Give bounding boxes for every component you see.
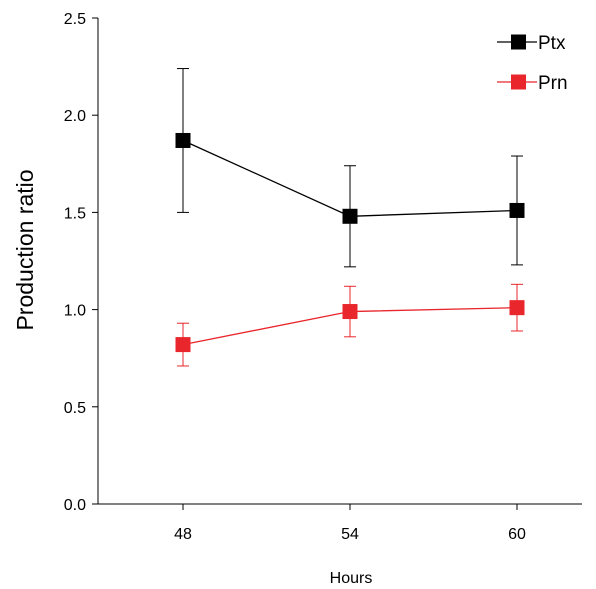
data-point bbox=[509, 202, 525, 218]
y-tick-label: 1.5 bbox=[64, 205, 86, 222]
legend-label: Prn bbox=[538, 73, 568, 94]
series-layer bbox=[175, 68, 525, 367]
y-tick-label: 0.0 bbox=[64, 497, 86, 514]
y-tick-label: 2.0 bbox=[64, 108, 86, 125]
series-prn bbox=[175, 283, 525, 367]
legend-item-ptx: Ptx bbox=[497, 33, 566, 54]
x-tick-label: 48 bbox=[174, 526, 192, 543]
y-tick-label: 2.5 bbox=[64, 11, 86, 28]
x-axis-ticks: 48 54 60 bbox=[174, 504, 526, 543]
legend-marker bbox=[511, 34, 526, 50]
y-tick-label: 1.0 bbox=[64, 303, 86, 320]
series-ptx bbox=[175, 68, 525, 268]
data-point bbox=[342, 304, 358, 320]
y-tick-label: 0.5 bbox=[64, 400, 86, 417]
x-tick-label: 54 bbox=[341, 526, 359, 543]
y-axis-title: Production ratio bbox=[12, 169, 38, 330]
data-point bbox=[342, 208, 358, 224]
data-point bbox=[175, 337, 191, 353]
y-axis-ticks: 0.0 0.5 1.0 1.5 2.0 2.5 bbox=[64, 11, 98, 514]
x-axis-title: Hours bbox=[330, 570, 373, 587]
axes bbox=[97, 18, 582, 505]
legend-item-prn: Prn bbox=[497, 73, 568, 94]
data-point bbox=[175, 132, 191, 148]
legend: Ptx Prn bbox=[497, 33, 568, 94]
data-point bbox=[509, 300, 525, 316]
legend-marker bbox=[511, 74, 526, 90]
legend-label: Ptx bbox=[538, 33, 566, 54]
x-tick-label: 60 bbox=[508, 526, 526, 543]
